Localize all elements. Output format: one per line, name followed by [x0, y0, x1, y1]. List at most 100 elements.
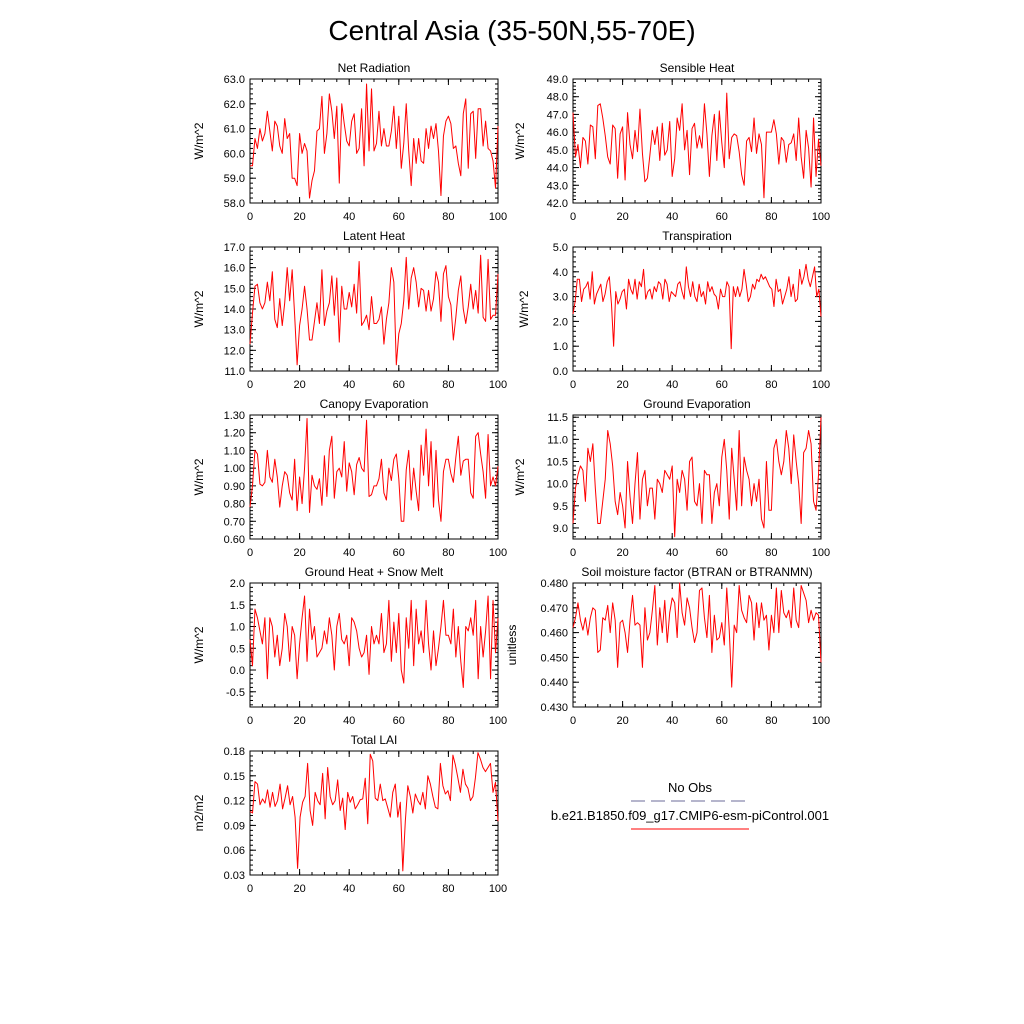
panels-group: Net Radiation 0 20 40 60 80 100 58.0 59.0 60.0 61.… [192, 61, 830, 895]
panel-1: Net Radiation 0 20 40 60 80 100 58.0 59.0 60.0 61.… [192, 61, 507, 223]
y-tick-label: 1.00 [224, 463, 245, 475]
x-tick-label: 80 [765, 211, 777, 223]
y-tick-label: 61.0 [224, 124, 245, 136]
x-tick-label: 80 [765, 379, 777, 391]
y-tick-label: 0.70 [224, 516, 245, 528]
y-axis-label: W/m^2 [513, 458, 527, 495]
y-tick-label: 63.0 [224, 74, 245, 86]
panel-title: Net Radiation [338, 61, 411, 75]
y-tick-label: 0.06 [224, 845, 245, 857]
y-tick-label: 0.15 [224, 771, 245, 783]
y-tick-label: 48.0 [547, 92, 568, 104]
y-tick-label: 0.03 [224, 870, 245, 882]
x-tick-label: 60 [716, 715, 728, 727]
y-tick-label: 2.0 [230, 578, 245, 590]
figure-title: Central Asia (35-50N,55-70E) [328, 15, 695, 46]
panel-title: Canopy Evaporation [320, 397, 429, 411]
panel-title: Sensible Heat [660, 61, 735, 75]
y-tick-label: 10.0 [547, 479, 568, 491]
x-tick-label: 20 [616, 211, 628, 223]
y-tick-label: 1.5 [230, 600, 245, 612]
panel-5: Canopy Evaporation 0 20 40 60 80 100 0.60 0.70 0.… [192, 397, 507, 559]
y-tick-label: 9.0 [553, 523, 568, 535]
panel-title: Transpiration [662, 229, 732, 243]
x-tick-label: 20 [293, 715, 305, 727]
y-tick-label: 0.80 [224, 499, 245, 511]
x-tick-label: 100 [489, 379, 507, 391]
data-series-line [572, 582, 822, 688]
y-tick-label: 3.0 [553, 292, 568, 304]
panel-8: Soil moisture factor (BTRAN or BTRANMN) 0… [505, 565, 830, 727]
data-series-line [572, 263, 822, 350]
x-tick-label: 40 [343, 883, 355, 895]
x-tick-label: 20 [616, 715, 628, 727]
y-axis-label: unitless [505, 625, 519, 666]
x-tick-label: 40 [343, 547, 355, 559]
x-tick-label: 60 [393, 211, 405, 223]
y-tick-label: 1.0 [553, 341, 568, 353]
plot-frame [249, 750, 499, 876]
x-tick-label: 60 [716, 379, 728, 391]
y-tick-label: 0.90 [224, 481, 245, 493]
x-tick-label: 100 [812, 715, 830, 727]
x-tick-label: 100 [489, 883, 507, 895]
y-tick-label: 13.0 [224, 325, 245, 337]
x-tick-label: 20 [616, 547, 628, 559]
data-series-line [572, 417, 822, 538]
y-tick-label: 0.60 [224, 534, 245, 546]
x-tick-label: 80 [442, 379, 454, 391]
x-tick-label: 0 [247, 715, 253, 727]
y-tick-label: 0.450 [540, 652, 568, 664]
x-tick-label: 40 [343, 715, 355, 727]
x-tick-label: 0 [570, 211, 576, 223]
data-series-line [572, 92, 822, 199]
y-tick-label: 58.0 [224, 198, 245, 210]
plot-frame [249, 582, 499, 708]
x-tick-label: 80 [765, 715, 777, 727]
y-tick-label: 45.0 [547, 145, 568, 157]
y-tick-label: 17.0 [224, 242, 245, 254]
y-tick-label: 0.09 [224, 820, 245, 832]
y-tick-label: 5.0 [553, 242, 568, 254]
plot-frame [572, 582, 822, 708]
y-tick-label: 12.0 [224, 345, 245, 357]
data-series-line [249, 254, 499, 366]
x-tick-label: 40 [666, 547, 678, 559]
y-tick-label: 46.0 [547, 127, 568, 139]
x-tick-label: 60 [393, 379, 405, 391]
y-tick-label: 16.0 [224, 263, 245, 275]
x-tick-label: 100 [489, 211, 507, 223]
data-series-line [249, 418, 499, 522]
y-tick-label: 1.30 [224, 410, 245, 422]
x-tick-label: 100 [489, 547, 507, 559]
x-tick-label: 80 [442, 211, 454, 223]
x-tick-label: 80 [442, 547, 454, 559]
y-tick-label: 43.0 [547, 180, 568, 192]
x-tick-label: 40 [343, 211, 355, 223]
y-tick-label: 1.10 [224, 445, 245, 457]
panel-title: Soil moisture factor (BTRAN or BTRANMN) [581, 565, 812, 579]
legend-model-label: b.e21.B1850.f09_g17.CMIP6-esm-piControl.… [551, 808, 829, 823]
legend: No Obs b.e21.B1850.f09_g17.CMIP6-esm-piC… [551, 780, 829, 830]
x-tick-label: 0 [247, 883, 253, 895]
y-tick-label: 49.0 [547, 74, 568, 86]
panel-title: Ground Heat + Snow Melt [305, 565, 444, 579]
x-tick-label: 60 [393, 883, 405, 895]
plot-frame [249, 246, 499, 372]
x-tick-label: 80 [765, 547, 777, 559]
y-tick-label: 0.12 [224, 796, 245, 808]
x-tick-label: 20 [616, 379, 628, 391]
y-axis-label: m2/m2 [192, 794, 206, 831]
x-tick-label: 100 [812, 211, 830, 223]
x-tick-label: 0 [570, 379, 576, 391]
y-axis-label: W/m^2 [513, 122, 527, 159]
y-axis-label: W/m^2 [192, 626, 206, 663]
panel-2: Sensible Heat 0 20 40 60 80 100 42.0 43.0 44.0 45.… [513, 61, 830, 223]
y-axis-label: W/m^2 [192, 290, 206, 327]
y-tick-label: 0.0 [553, 366, 568, 378]
y-tick-label: 44.0 [547, 163, 568, 175]
x-tick-label: 40 [666, 379, 678, 391]
y-tick-label: -0.5 [226, 687, 245, 699]
y-tick-label: 15.0 [224, 283, 245, 295]
